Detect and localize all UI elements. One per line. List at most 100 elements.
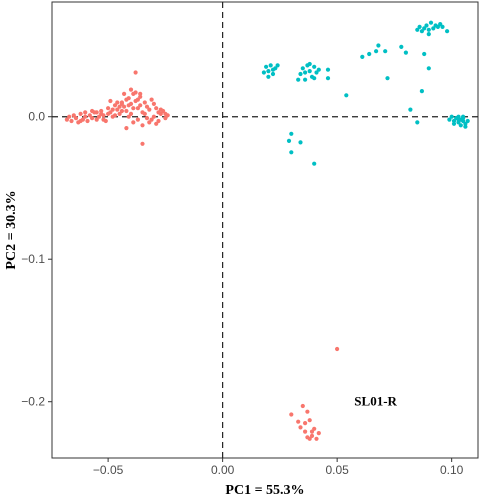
data-point [126, 103, 131, 108]
data-point [374, 49, 379, 54]
data-point [140, 141, 145, 146]
data-point [147, 107, 152, 112]
data-point [307, 61, 312, 67]
data-point [465, 118, 470, 124]
data-point [422, 51, 427, 57]
data-point [78, 111, 83, 116]
data-point [360, 54, 365, 60]
data-point [154, 106, 159, 111]
data-point [286, 138, 292, 143]
data-point [325, 67, 331, 72]
data-point [385, 76, 390, 81]
data-point [461, 114, 466, 119]
data-point [126, 114, 131, 119]
reference-lines [52, 2, 478, 458]
data-point [307, 69, 312, 74]
data-point [303, 421, 308, 426]
data-point [428, 20, 434, 25]
data-point [112, 103, 118, 108]
y-tick-label: −0.2 [21, 395, 45, 409]
data-point [426, 66, 431, 71]
data-point [149, 97, 154, 102]
data-point [415, 27, 420, 32]
data-point [408, 107, 413, 112]
data-point [305, 409, 310, 414]
data-point [124, 126, 129, 131]
data-point [458, 123, 463, 128]
data-point [447, 117, 452, 122]
data-point [300, 403, 305, 409]
y-axis-title: PC2 = 30.3% [4, 190, 19, 269]
data-point [115, 100, 120, 105]
data-point [138, 103, 143, 108]
data-point [119, 108, 124, 114]
data-point [399, 44, 404, 50]
data-point [463, 121, 468, 126]
data-point [296, 77, 301, 82]
data-point [73, 116, 79, 121]
data-point [289, 131, 294, 136]
data-point [316, 67, 321, 72]
data-point [138, 91, 143, 96]
plot-panel [51, 1, 479, 459]
data-point [376, 43, 381, 48]
data-point [307, 418, 312, 423]
data-point [119, 101, 124, 106]
data-point [128, 111, 134, 116]
data-point [128, 87, 134, 92]
data-point [133, 90, 138, 95]
data-point [124, 97, 129, 102]
data-point [90, 116, 95, 121]
data-point [312, 76, 317, 81]
data-point [309, 433, 315, 438]
data-point [424, 23, 429, 28]
data-point [90, 108, 95, 114]
data-point [314, 436, 319, 441]
data-point [383, 49, 388, 54]
data-point [144, 116, 150, 121]
data-point [99, 111, 104, 116]
data-point [261, 70, 266, 75]
data-point [422, 26, 427, 31]
data-point [154, 121, 159, 126]
data-point [270, 71, 276, 77]
data-point [312, 64, 317, 69]
data-point [298, 425, 303, 430]
data-point [316, 431, 321, 436]
data-point [142, 111, 147, 116]
data-point [289, 412, 294, 417]
x-tick-label: 0.05 [325, 463, 349, 477]
x-tick-label: −0.05 [93, 463, 124, 477]
data-point [298, 140, 303, 145]
axis-ticks: −0.05 0.00 0.05 0.10 0.0 −0.1 −0.2 [21, 110, 463, 477]
data-point [266, 69, 271, 74]
data-point [303, 77, 308, 82]
data-point [117, 111, 122, 116]
data-point [417, 24, 422, 29]
data-point [83, 114, 88, 119]
data-point [445, 29, 450, 34]
data-point [307, 436, 312, 441]
data-point [149, 117, 154, 122]
data-point [298, 71, 303, 77]
data-point [122, 91, 127, 96]
data-point [312, 161, 317, 166]
data-point [456, 114, 461, 119]
data-point [151, 101, 156, 106]
data-point [106, 106, 111, 111]
data-point [309, 429, 315, 434]
data-point [289, 150, 294, 155]
data-point [110, 107, 115, 112]
data-point [78, 118, 83, 124]
data-point [275, 63, 280, 68]
data-point [163, 111, 168, 116]
data-point [94, 117, 99, 122]
data-point [463, 124, 468, 129]
data-point [101, 117, 106, 122]
data-point [266, 74, 271, 79]
data-point [303, 429, 308, 434]
data-point [99, 108, 104, 114]
data-point [335, 346, 340, 352]
data-point [64, 117, 69, 122]
data-point [403, 50, 408, 55]
